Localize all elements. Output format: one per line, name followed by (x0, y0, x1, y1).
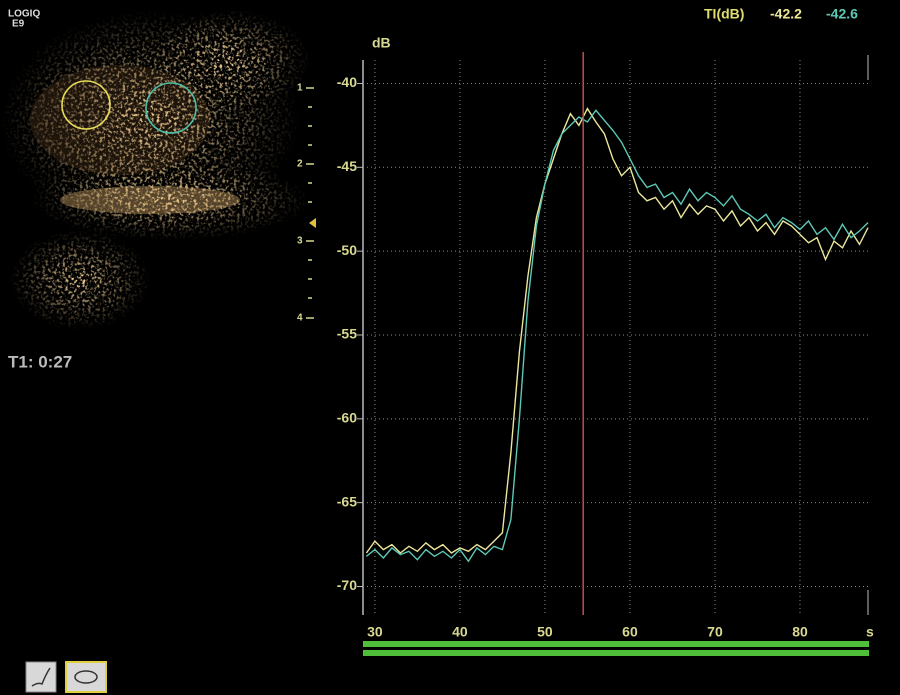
y-tick-label: -55 (337, 326, 357, 342)
depth-label: 2 (297, 159, 303, 170)
screen: LOGIQ E9 T1: 0:27 1 2 3 4 dB s TI(dB) -7… (0, 0, 900, 695)
timer: T1: 0:27 (8, 352, 72, 371)
x-tick-label: 40 (452, 624, 468, 640)
page: LOGIQ E9 T1: 0:27 1 2 3 4 dB s TI(dB) -7… (0, 0, 900, 695)
tool-ellipse[interactable] (66, 662, 106, 692)
logo: E9 (12, 19, 25, 30)
y-tick-label: -45 (337, 158, 357, 174)
x-tick-label: 60 (622, 624, 638, 640)
readout-label: TI(dB) (704, 6, 744, 22)
x-tick-label: 80 (792, 624, 808, 640)
depth-label: 3 (297, 236, 303, 247)
x-tick-label: 50 (537, 624, 553, 640)
depth-label: 4 (297, 313, 303, 324)
tool-freehand[interactable] (26, 662, 56, 692)
readout-value: -42.2 (770, 6, 802, 22)
y-tick-label: -50 (337, 242, 357, 258)
y-tick-label: -40 (337, 74, 357, 90)
x-unit: s (866, 624, 874, 640)
y-tick-label: -60 (337, 410, 357, 426)
y-tick-label: -65 (337, 493, 357, 509)
readout-value: -42.6 (826, 6, 858, 22)
x-tick-label: 70 (707, 624, 723, 640)
x-tick-label: 30 (367, 624, 383, 640)
tools (26, 662, 106, 692)
y-tick-label: -70 (337, 577, 357, 593)
y-unit: dB (372, 35, 391, 51)
depth-label: 1 (297, 83, 303, 94)
